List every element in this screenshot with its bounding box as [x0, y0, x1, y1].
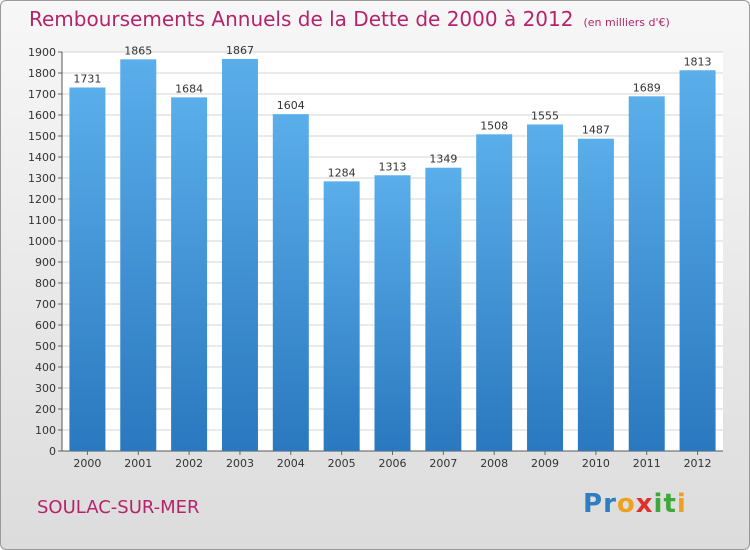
- y-tick-label: 1200: [28, 193, 56, 206]
- y-tick-label: 200: [35, 403, 56, 416]
- y-tick-label: 1000: [28, 235, 56, 248]
- x-tick-label-2012: 2012: [684, 457, 712, 470]
- x-tick-label-2005: 2005: [328, 457, 356, 470]
- y-tick-label: 800: [35, 277, 56, 290]
- x-tick-label-2010: 2010: [582, 457, 610, 470]
- data-label-2001: 1865: [124, 44, 152, 57]
- x-tick-label-2009: 2009: [531, 457, 559, 470]
- x-tick-label-2011: 2011: [633, 457, 661, 470]
- logo-letter: r: [603, 489, 617, 519]
- data-label-2002: 1684: [175, 82, 203, 95]
- logo-letter: P: [583, 489, 604, 519]
- bar-2003: [221, 58, 258, 452]
- chart-subtitle: (en milliers d'€): [583, 16, 670, 29]
- y-tick-label: 500: [35, 340, 56, 353]
- y-tick-label: 1800: [28, 67, 56, 80]
- chart-title-text: Remboursements Annuels de la Dette de 20…: [29, 7, 574, 31]
- y-tick-label: 1400: [28, 151, 56, 164]
- proxiti-logo: Proxiti: [583, 489, 687, 519]
- logo-letter: t: [663, 489, 677, 519]
- data-label-2008: 1508: [480, 119, 508, 132]
- y-tick-label: 100: [35, 424, 56, 437]
- x-tick-label-2008: 2008: [480, 457, 508, 470]
- y-tick-label: 1700: [28, 88, 56, 101]
- bar-2001: [120, 59, 157, 451]
- y-tick-label: 600: [35, 319, 56, 332]
- data-label-2003: 1867: [226, 44, 254, 57]
- x-tick-label-2007: 2007: [429, 457, 457, 470]
- bar-2004: [272, 114, 309, 451]
- bar-2009: [527, 124, 564, 451]
- bar-2008: [476, 134, 513, 451]
- bar-2007: [425, 167, 462, 451]
- y-tick-label: 700: [35, 298, 56, 311]
- data-label-2005: 1284: [328, 166, 356, 179]
- bar-2006: [374, 175, 411, 451]
- chart-title: Remboursements Annuels de la Dette de 20…: [29, 7, 670, 31]
- bar-2011: [628, 96, 665, 451]
- y-tick-label: 400: [35, 361, 56, 374]
- bar-2005: [323, 181, 360, 452]
- city-name: SOULAC-SUR-MER: [37, 497, 200, 518]
- x-tick-label-2000: 2000: [73, 457, 101, 470]
- logo-letter: o: [616, 489, 636, 519]
- x-tick-label-2006: 2006: [379, 457, 407, 470]
- y-tick-label: 900: [35, 256, 56, 269]
- bar-2012: [679, 70, 716, 452]
- bar-2002: [171, 97, 208, 452]
- y-tick-label: 1900: [28, 46, 56, 59]
- x-tick-label-2001: 2001: [124, 457, 152, 470]
- y-tick-label: 1600: [28, 109, 56, 122]
- bar-2010: [577, 138, 614, 452]
- bar-2000: [69, 87, 106, 452]
- data-label-2007: 1349: [429, 153, 457, 166]
- x-tick-label-2004: 2004: [277, 457, 305, 470]
- y-tick-label: 0: [49, 445, 56, 458]
- data-label-2012: 1813: [684, 55, 712, 68]
- y-tick-label: 300: [35, 382, 56, 395]
- data-label-2004: 1604: [277, 99, 305, 112]
- y-tick-label: 1300: [28, 172, 56, 185]
- data-label-2011: 1689: [633, 81, 661, 94]
- y-tick-label: 1100: [28, 214, 56, 227]
- logo-letter: i: [676, 489, 687, 519]
- data-label-2010: 1487: [582, 124, 610, 137]
- x-tick-label-2002: 2002: [175, 457, 203, 470]
- data-label-2009: 1555: [531, 109, 559, 122]
- logo-letter: x: [635, 489, 654, 519]
- data-label-2000: 1731: [73, 72, 101, 85]
- x-tick-label-2003: 2003: [226, 457, 254, 470]
- logo-letter: i: [653, 489, 664, 519]
- y-tick-label: 1500: [28, 130, 56, 143]
- data-label-2006: 1313: [379, 160, 407, 173]
